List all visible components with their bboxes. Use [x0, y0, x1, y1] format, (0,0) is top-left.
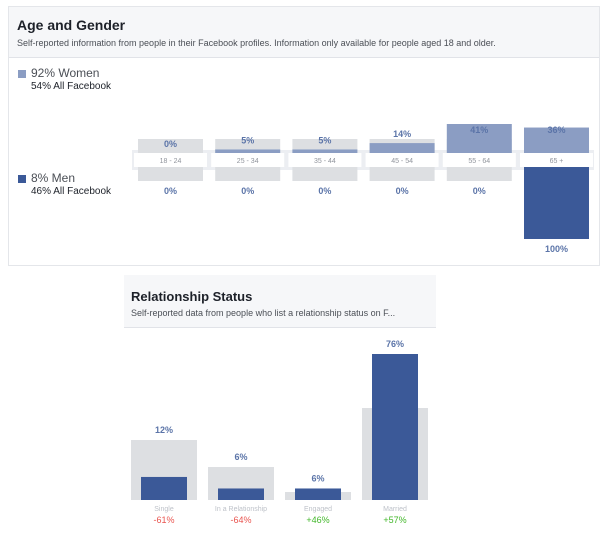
- men-value-label: 0%: [473, 186, 486, 196]
- age-baseline-down: [215, 167, 281, 181]
- age-label-strip: [365, 153, 439, 167]
- women-legend-sub: 54% All Facebook: [31, 81, 112, 92]
- rel-comparison-label: +57%: [383, 515, 406, 525]
- rel-bar: [372, 354, 418, 500]
- rel-bar: [218, 488, 264, 500]
- rel-category-label: Engaged: [304, 506, 332, 513]
- age-baseline-down: [138, 167, 203, 181]
- rel-value-label: 6%: [234, 452, 247, 462]
- men-legend-sub: 46% All Facebook: [31, 186, 112, 197]
- age-label-strip: [288, 153, 362, 167]
- women-bar: [292, 149, 358, 153]
- men-value-label: 0%: [164, 186, 177, 196]
- rel-comparison-label: -61%: [153, 515, 174, 525]
- women-value-label: 5%: [241, 135, 254, 145]
- rel-category-label: In a Relationship: [215, 506, 267, 513]
- rel-category-label: Single: [154, 506, 174, 513]
- men-value-label: 0%: [241, 186, 254, 196]
- women-legend-swatch: [18, 70, 26, 78]
- women-value-label: 36%: [547, 125, 565, 135]
- rel-comparison-label: -64%: [230, 515, 251, 525]
- women-legend-label: 92% Women: [31, 66, 100, 80]
- age-baseline-down: [292, 167, 358, 181]
- rel-category-label: Married: [383, 506, 407, 513]
- relationship-header: Relationship Status Self-reported data f…: [124, 275, 436, 328]
- men-bar: [524, 167, 589, 239]
- relationship-title: Relationship Status: [131, 289, 253, 304]
- men-legend-label: 8% Men: [31, 171, 76, 185]
- age-gender-subtitle: Self-reported information from people in…: [17, 38, 496, 48]
- age-baseline-down: [369, 167, 435, 181]
- men-value-label: 0%: [318, 186, 331, 196]
- age-label-strip: [520, 153, 593, 167]
- women-bar: [524, 127, 589, 153]
- women-value-label: 14%: [393, 129, 411, 139]
- age-tick-label: 55 - 64: [468, 158, 490, 165]
- men-value-label: 100%: [545, 244, 568, 254]
- age-tick-label: 35 - 44: [314, 158, 336, 165]
- rel-value-label: 6%: [311, 473, 324, 483]
- age-label-strip: [211, 153, 285, 167]
- age-label-strip: [442, 153, 516, 167]
- women-value-label: 5%: [318, 135, 331, 145]
- women-bar: [446, 124, 512, 153]
- men-legend-swatch: [18, 175, 26, 183]
- age-tick-label: 18 - 24: [160, 158, 182, 165]
- age-label-strip: [134, 153, 207, 167]
- age-gender-title: Age and Gender: [17, 17, 126, 33]
- age-tick-label: 65 +: [550, 158, 564, 165]
- men-value-label: 0%: [396, 186, 409, 196]
- women-bar: [369, 143, 435, 153]
- age-tick-label: 45 - 54: [391, 158, 413, 165]
- rel-value-label: 12%: [155, 425, 173, 435]
- rel-bar: [141, 476, 187, 500]
- age-baseline-up: [138, 139, 203, 153]
- age-gender-chart: 18 - 24 0% 0% 25 - 34 5% 0% 35 - 44 5% 0% 45 - 54…: [132, 124, 594, 254]
- age-gender-header: Age and Gender Self-reported information…: [9, 7, 599, 58]
- relationship-subtitle: Self-reported data from people who list …: [131, 308, 396, 318]
- women-value-label: 41%: [470, 125, 488, 135]
- rel-value-label: 76%: [386, 339, 404, 349]
- rel-comparison-label: +46%: [306, 515, 329, 525]
- women-bar: [215, 149, 281, 153]
- women-value-label: 0%: [164, 139, 177, 149]
- age-tick-label: 25 - 34: [237, 158, 259, 165]
- rel-bar: [295, 488, 341, 500]
- age-baseline-down: [446, 167, 512, 181]
